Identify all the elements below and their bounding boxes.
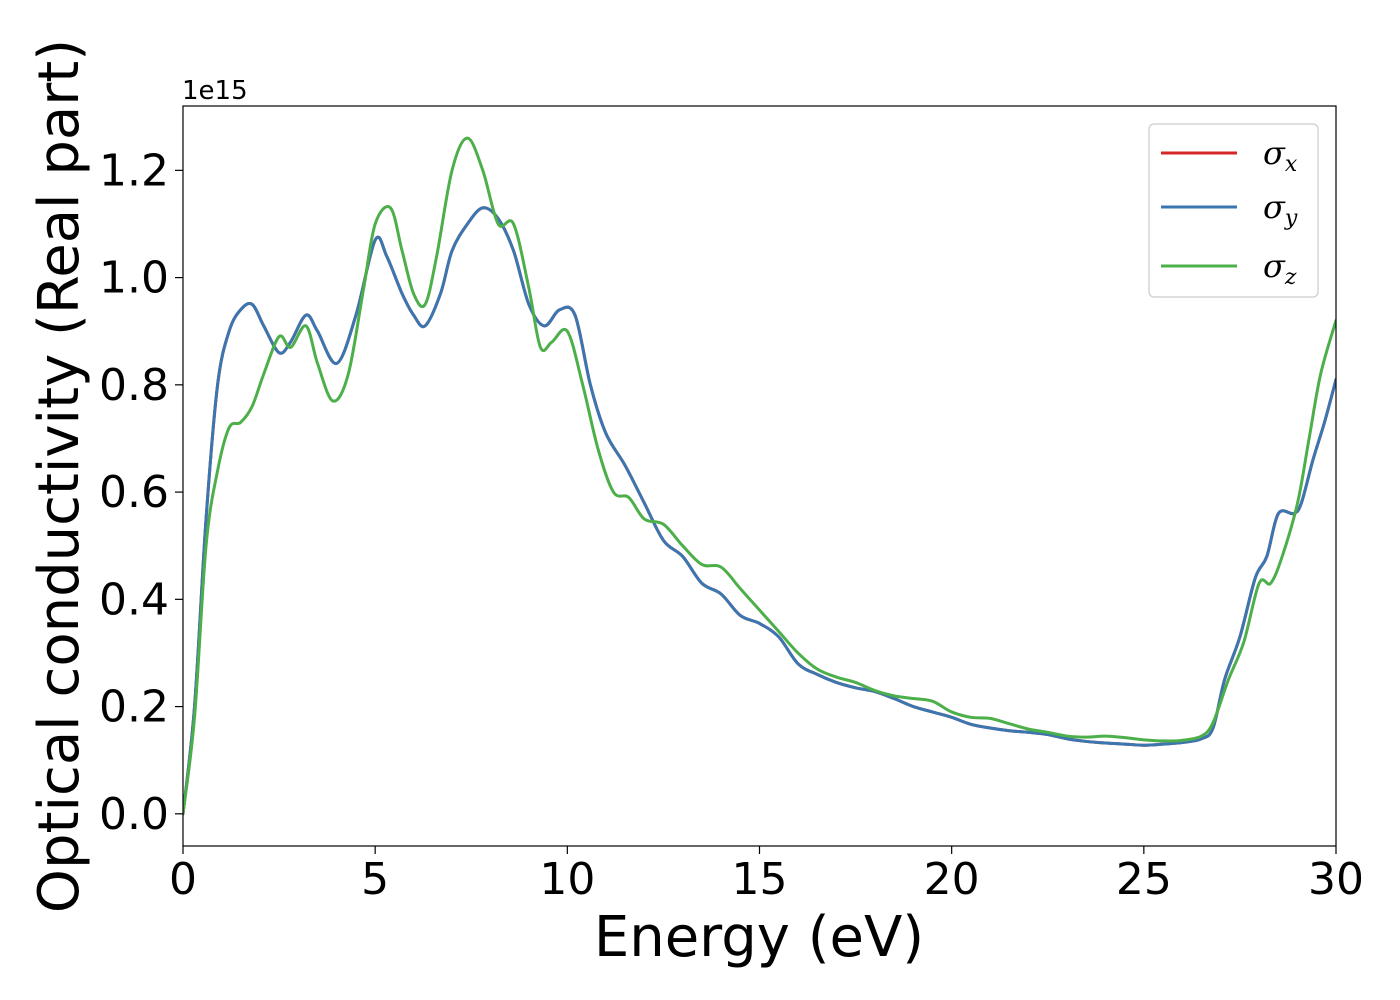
y-tick-label: 0.2 — [99, 682, 169, 733]
legend-label-y: σy — [1263, 188, 1298, 231]
x-tick-label: 25 — [1116, 854, 1172, 905]
x-tick-label: 0 — [169, 854, 197, 905]
y-axis-title: Optical conductivity (Real part) — [27, 39, 92, 913]
x-tick-label: 20 — [924, 854, 980, 905]
x-axis-title: Energy (eV) — [594, 905, 924, 970]
x-axis: 0 5 10 15 20 25 30 — [169, 846, 1364, 905]
series-line-x — [183, 206, 1336, 816]
y-tick-label: 0.6 — [99, 467, 169, 518]
legend-label-x: σx — [1263, 134, 1298, 177]
x-tick-label: 10 — [539, 854, 595, 905]
series-layer — [183, 136, 1336, 816]
series-line-y — [183, 206, 1336, 816]
y-axis: 0.0 0.2 0.4 0.6 0.8 1.0 1.2 — [99, 145, 183, 840]
y-tick-label: 0.4 — [99, 574, 169, 625]
y-tick-label: 1.2 — [99, 145, 169, 196]
legend: σx σy σz — [1148, 123, 1319, 298]
legend-frame — [1148, 123, 1319, 298]
y-tick-label: 1.0 — [99, 253, 169, 304]
legend-label-z: σz — [1263, 247, 1297, 290]
x-tick-label: 30 — [1308, 854, 1364, 905]
y-tick-label: 0.8 — [99, 360, 169, 411]
y-axis-offset-label: 1e15 — [182, 76, 248, 106]
y-tick-label: 0.0 — [99, 789, 169, 840]
x-tick-label: 5 — [361, 854, 389, 905]
series-line-z — [183, 136, 1336, 816]
x-tick-label: 15 — [732, 854, 788, 905]
